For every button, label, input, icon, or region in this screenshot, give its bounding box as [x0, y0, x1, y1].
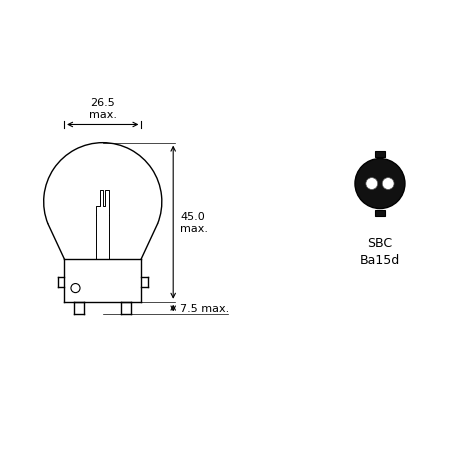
Text: SBC
Ba15d: SBC Ba15d: [359, 236, 399, 266]
FancyBboxPatch shape: [375, 152, 384, 157]
Text: 26.5
max.: 26.5 max.: [89, 98, 117, 120]
Text: 45.0
max.: 45.0 max.: [179, 212, 207, 234]
Circle shape: [381, 178, 393, 190]
Circle shape: [354, 159, 404, 209]
Text: 7.5 max.: 7.5 max.: [179, 303, 229, 313]
FancyBboxPatch shape: [375, 211, 384, 216]
Circle shape: [365, 178, 377, 190]
